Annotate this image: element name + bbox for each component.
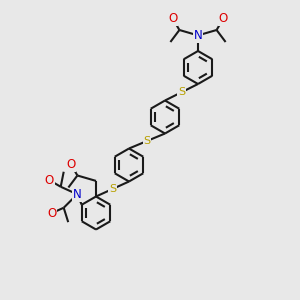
Text: N: N [73, 188, 82, 201]
Text: O: O [66, 158, 75, 171]
Text: N: N [194, 29, 202, 42]
Text: S: S [143, 136, 151, 146]
Text: O: O [168, 12, 177, 25]
Text: S: S [178, 87, 185, 97]
Text: O: O [45, 174, 54, 187]
Text: O: O [47, 207, 56, 220]
Text: S: S [109, 184, 116, 194]
Text: O: O [219, 12, 228, 25]
